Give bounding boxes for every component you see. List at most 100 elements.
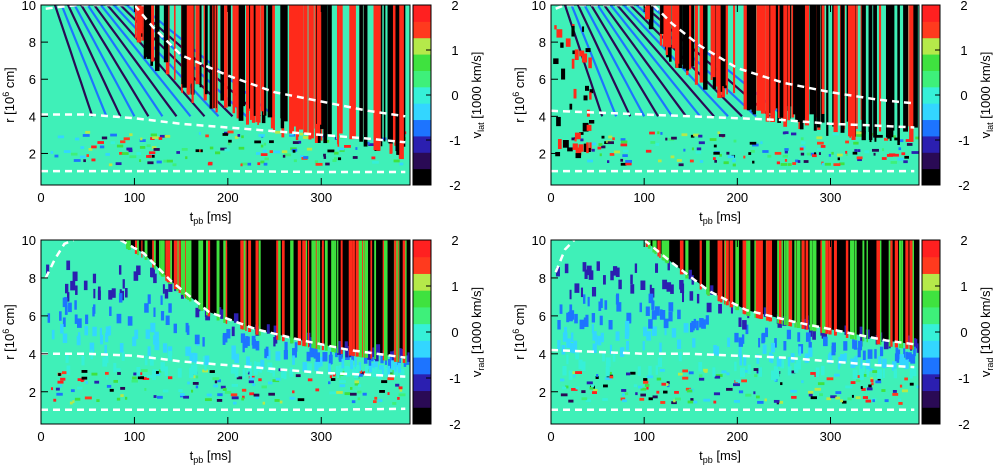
heatmap-cell [332,159,337,163]
colorbar-segment [922,70,940,88]
streak [321,240,324,351]
heatmap-cell [845,153,848,156]
heatmap-cell [168,303,172,313]
streak [348,240,353,356]
heatmap-cell [659,309,663,319]
heatmap-cell [153,307,156,317]
contour-line-3 [551,109,915,129]
streak [720,5,723,92]
heatmap-cell [562,386,567,390]
heatmap-cell [742,369,750,373]
heatmap-cell [316,358,321,368]
heatmap-cell [254,361,257,371]
heatmap-cell [74,397,81,401]
heatmap-cell [718,134,726,137]
heatmap-cell [363,354,368,364]
heatmap-cell [626,312,632,323]
heatmap-cell [153,273,157,284]
heatmap-cell [698,374,703,378]
heatmap-cell [173,323,177,334]
heatmap-cell [792,162,797,165]
heatmap-cell [358,361,362,372]
heatmap-cell [77,386,83,390]
heatmap-cell [178,389,183,393]
heatmap-cell [835,396,841,400]
heatmap-cell [643,326,648,337]
y-tick-label: 8 [539,35,546,50]
heatmap-cell [224,148,230,152]
x-tick-label: 300 [820,429,842,444]
heatmap-cell [668,302,674,312]
x-axis-label: tpb [ms] [190,448,232,465]
heatmap-cell [791,395,797,399]
heatmap-cell [773,366,779,376]
heatmap-cell [622,399,627,403]
streak [398,5,402,159]
panel-2: 0 100 200 300 2 4 6 8 10 tpb [ms] r [106 cm] -2 -1 0 1… [511,0,995,226]
heatmap-cell [851,394,854,398]
panel-1: 0 100 200 300 2 4 6 8 10 tpb [ms] r [106 cm] -2 -1 0 1… [1,0,486,226]
heatmap-cell [898,398,902,402]
heatmap-cell [878,356,882,366]
heatmap-cell [230,364,236,374]
heatmap-cell [899,354,905,364]
streak [903,5,908,132]
heatmap-cell [703,398,711,402]
heatmap-cell [159,134,166,138]
streak [791,5,795,118]
heatmap-cell [220,309,224,319]
heatmap-cell [591,313,596,323]
heatmap-cell [120,140,126,144]
streak [644,5,650,20]
streak [160,240,163,277]
heatmap-cell [366,141,370,145]
heatmap-cell [328,381,331,385]
streak [355,240,359,357]
streak [271,5,274,120]
heatmap-cell [752,143,759,147]
heatmap-cell [220,147,227,151]
striation [67,5,122,117]
heatmap-cell [691,147,694,151]
heatmap-cell [314,160,319,164]
streak [572,143,578,150]
heatmap-cell [808,341,812,352]
heatmap-cell [805,332,811,342]
streak [783,5,788,127]
heatmap-cell [129,155,137,159]
streak [666,5,672,48]
streak [833,5,838,133]
y-axis-label: r [106 cm] [511,304,527,360]
heatmap-cell [681,292,685,303]
heatmap-cell [858,365,863,375]
heatmap-cell [637,366,641,376]
heatmap-cell [144,387,147,391]
streak [574,49,579,61]
heatmap-cell [795,159,799,163]
heatmap-cell [696,147,702,151]
heatmap-cell [194,353,198,363]
heatmap-cell [262,401,266,405]
streak [396,5,400,155]
streak [195,5,200,85]
heatmap-cell [231,383,238,387]
streak [586,142,589,154]
streak [888,240,891,347]
heatmap-cell [189,352,194,363]
colorbar-segment [922,390,940,408]
heatmap-cell [47,313,51,323]
heatmap-cell [735,379,741,383]
streak [856,5,858,129]
streak [232,5,236,114]
heatmap-cell [240,163,243,167]
heatmap-cell [292,141,300,144]
x-axis-label: tpb [ms] [190,209,232,226]
heatmap-cell [245,336,250,347]
heatmap-cell [855,355,858,365]
heatmap-cell [893,135,896,139]
heatmap-cell [399,348,403,359]
heatmap-cell [344,392,351,396]
colorbar-segment [413,135,431,153]
heatmap-cell [339,149,345,152]
heatmap-cell [776,357,782,367]
